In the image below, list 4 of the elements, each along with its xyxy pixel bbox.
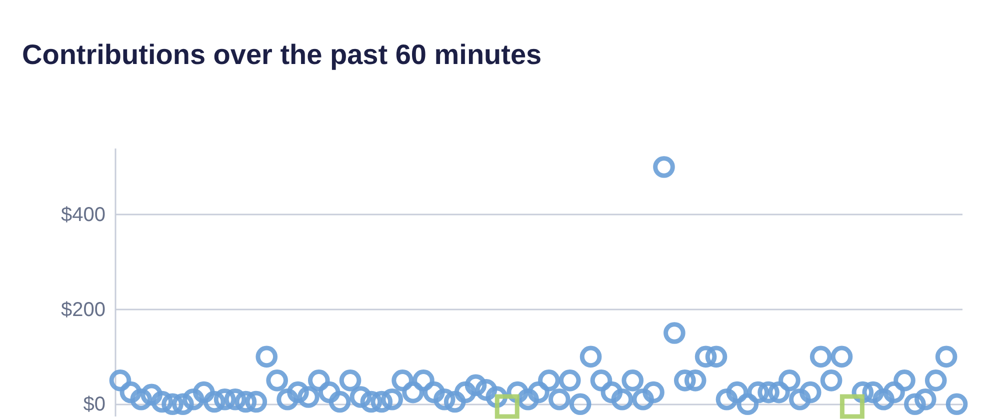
chart-title: Contributions over the past 60 minutes — [22, 39, 542, 70]
y-tick-label: $400 — [61, 204, 106, 226]
y-tick-label: $0 — [83, 394, 106, 416]
y-tick-label: $200 — [61, 298, 106, 321]
